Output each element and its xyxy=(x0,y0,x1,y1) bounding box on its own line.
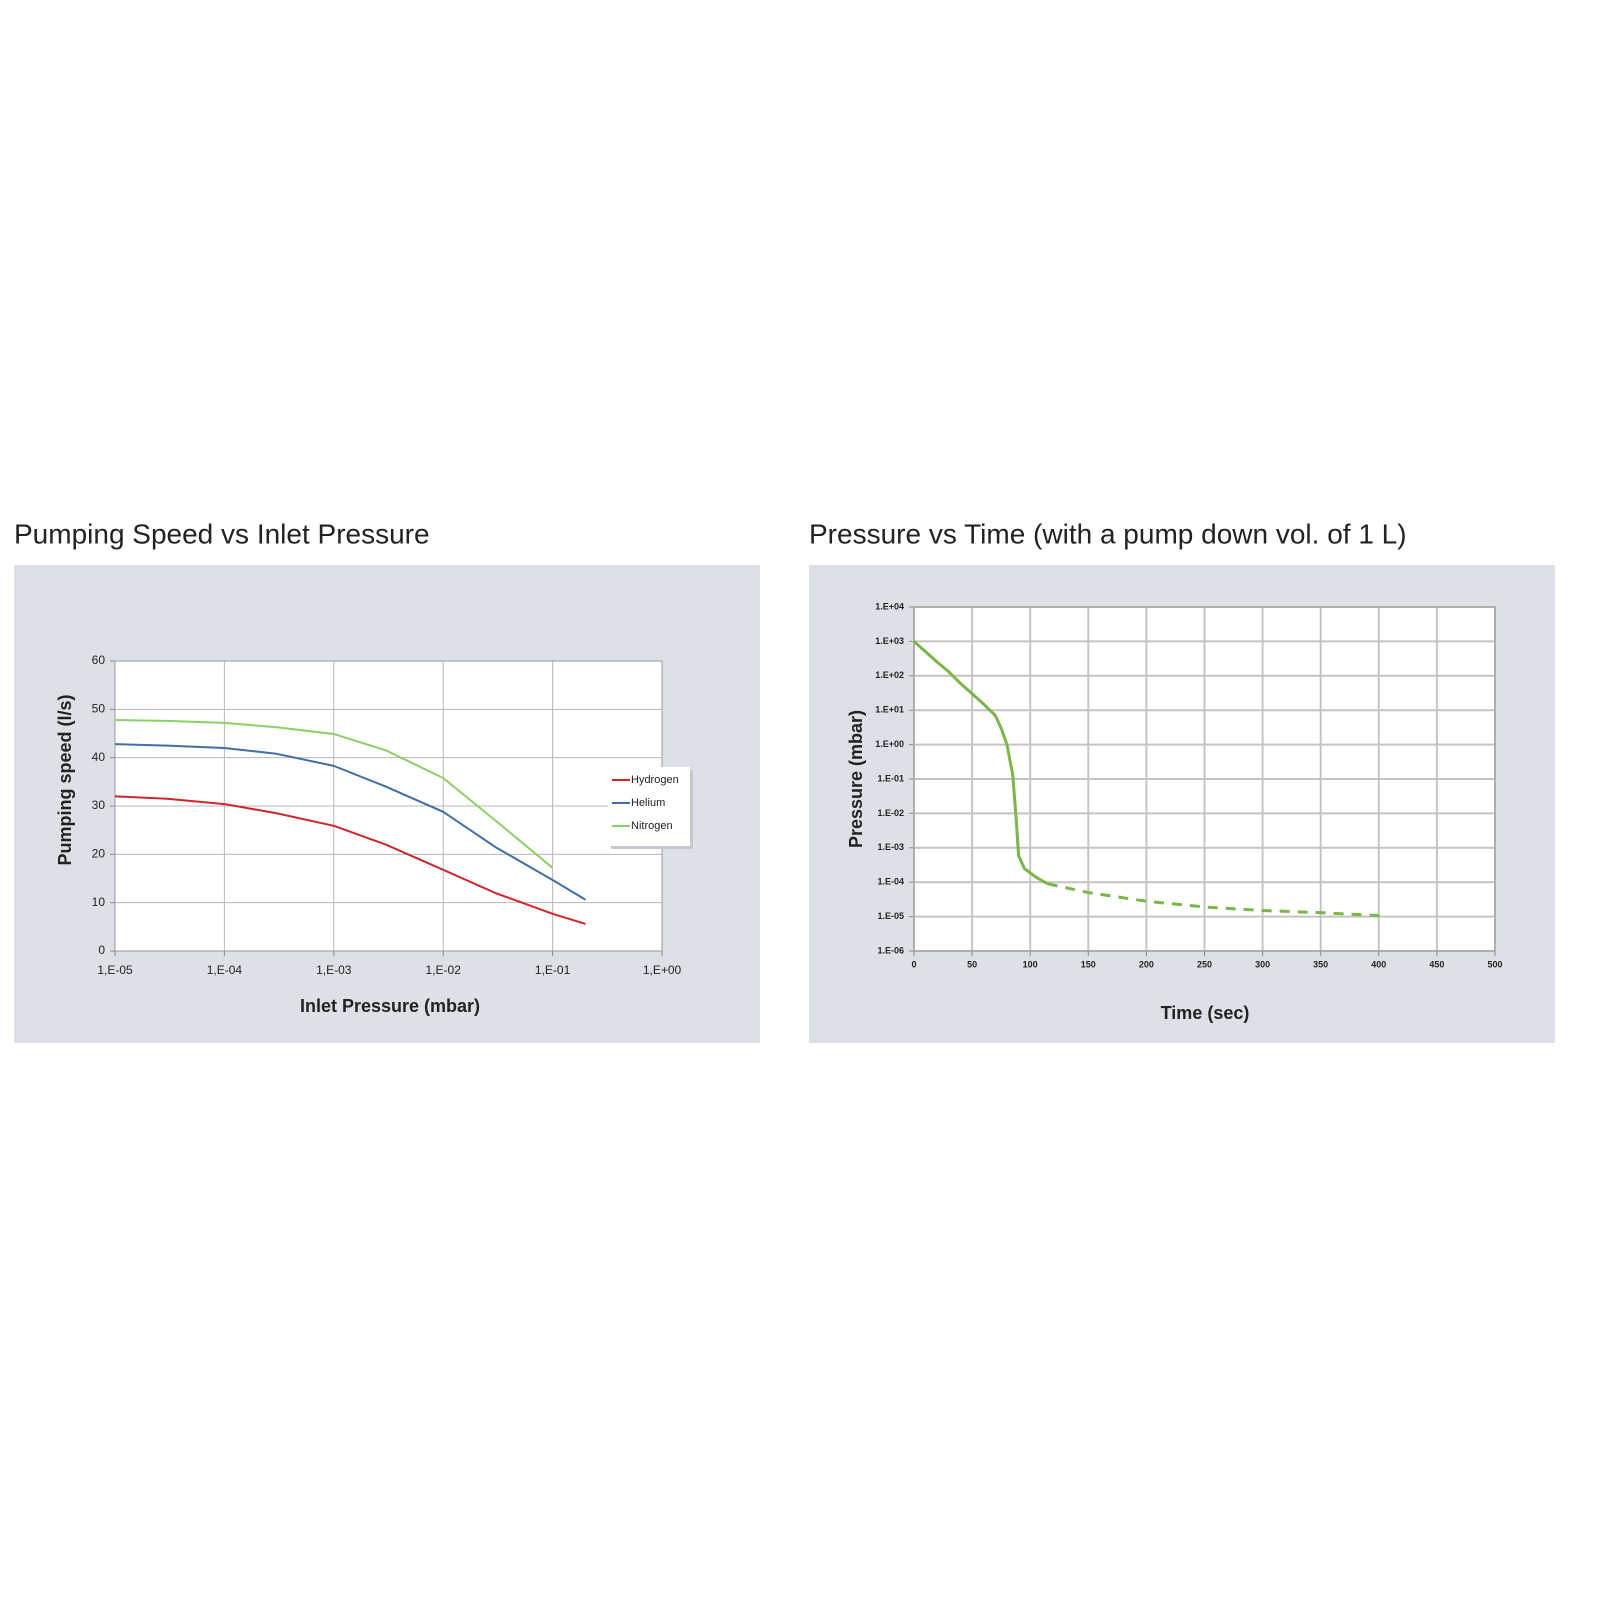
y-axis-label: Pumping speed (l/s) xyxy=(55,694,75,865)
y-tick-label: 30 xyxy=(92,798,106,812)
chart-title: Pumping Speed vs Inlet Pressure xyxy=(14,518,430,549)
y-tick-label: 10 xyxy=(92,895,106,909)
y-tick-label: 1.E-04 xyxy=(877,877,904,887)
y-tick-label: 50 xyxy=(92,702,106,716)
x-tick-label: 1,E+00 xyxy=(643,963,682,977)
y-tick-label: 40 xyxy=(92,750,106,764)
plot-frame xyxy=(913,606,1496,952)
series-line xyxy=(913,640,1049,886)
series-line xyxy=(114,743,587,901)
x-tick-label: 250 xyxy=(1197,959,1212,969)
x-tick-label: 1,E-04 xyxy=(207,963,243,977)
x-tick-label: 0 xyxy=(911,959,916,969)
x-tick-label: 500 xyxy=(1487,959,1502,969)
y-tick-label: 1.E-05 xyxy=(877,911,904,921)
y-axis-label: Pressure (mbar) xyxy=(846,710,866,848)
x-tick-label: 100 xyxy=(1023,959,1038,969)
chart-title: Pressure vs Time (with a pump down vol. … xyxy=(809,518,1407,549)
x-tick-label: 300 xyxy=(1255,959,1270,969)
x-tick-label: 400 xyxy=(1371,959,1386,969)
y-tick-label: 20 xyxy=(92,847,106,861)
series-line xyxy=(114,795,586,925)
x-tick-label: 1,E-03 xyxy=(316,963,352,977)
x-axis-label: Time (sec) xyxy=(1161,1003,1250,1023)
x-axis-label: Inlet Pressure (mbar) xyxy=(300,996,480,1016)
x-tick-label: 350 xyxy=(1313,959,1328,969)
y-tick-label: 1.E+02 xyxy=(875,670,904,680)
y-tick-label: 1.E+00 xyxy=(875,739,904,749)
x-tick-label: 450 xyxy=(1429,959,1444,969)
y-tick-label: 1.E-03 xyxy=(877,842,904,852)
x-tick-label: 150 xyxy=(1081,959,1096,969)
y-tick-label: 1.E-06 xyxy=(877,945,904,955)
x-tick-label: 1,E-01 xyxy=(535,963,571,977)
legend-label: Helium xyxy=(631,797,665,809)
y-tick-label: 1.E+03 xyxy=(875,636,904,646)
y-tick-label: 1.E+01 xyxy=(875,705,904,715)
y-tick-label: 1.E-01 xyxy=(877,773,904,783)
legend-label: Nitrogen xyxy=(631,820,673,832)
y-tick-label: 1.E+04 xyxy=(875,601,904,611)
legend-label: Hydrogen xyxy=(631,774,679,786)
x-tick-label: 50 xyxy=(967,959,977,969)
series-line xyxy=(114,718,554,869)
x-tick-label: 1,E-02 xyxy=(426,963,462,977)
series-line xyxy=(1047,882,1385,918)
x-tick-label: 1,E-05 xyxy=(97,963,133,977)
x-tick-label: 200 xyxy=(1139,959,1154,969)
y-tick-label: 60 xyxy=(92,653,106,667)
y-tick-label: 1.E-02 xyxy=(877,808,904,818)
y-tick-label: 0 xyxy=(98,943,105,957)
